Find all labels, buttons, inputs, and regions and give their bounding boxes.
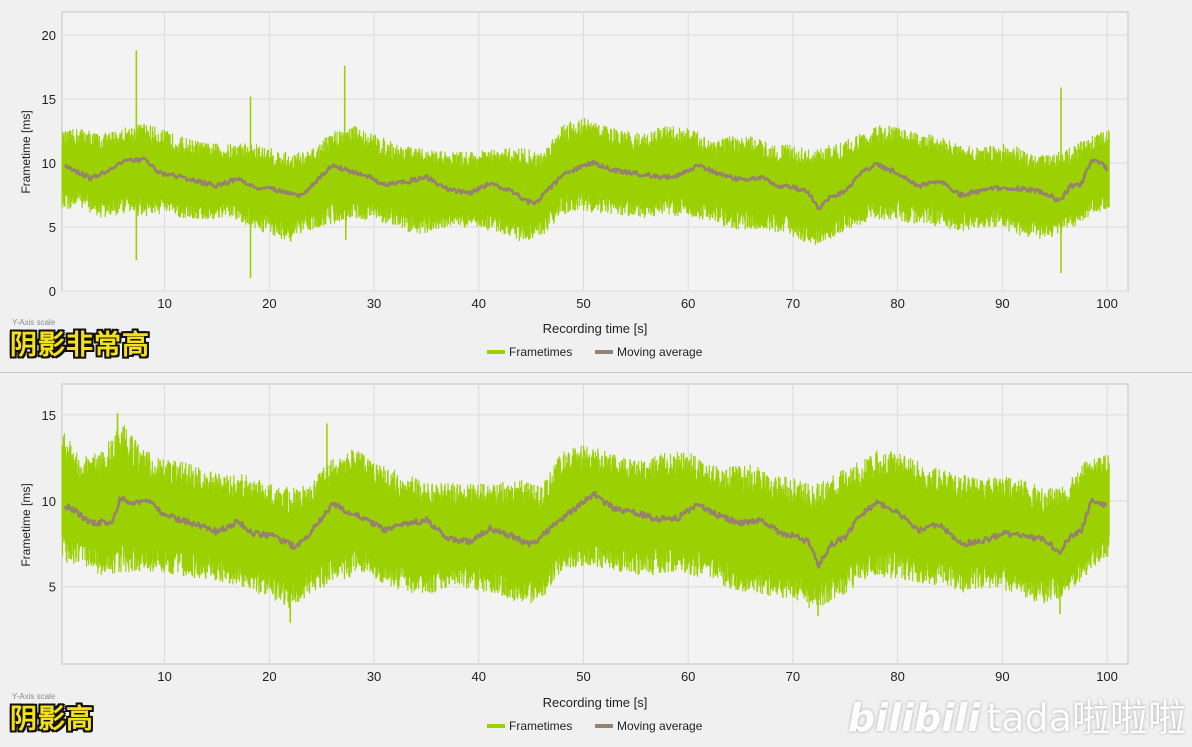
frametimes-series	[61, 117, 1110, 246]
y-tick-label: 5	[49, 580, 56, 595]
x-tick-label: 30	[367, 296, 381, 311]
y-tick-label: 15	[42, 408, 56, 423]
x-tick-label: 20	[262, 296, 276, 311]
x-tick-label: 90	[995, 296, 1009, 311]
x-tick-label: 60	[681, 296, 695, 311]
legend-frametimes-label: Frametimes	[509, 719, 572, 733]
x-axis-label: Recording time [s]	[543, 321, 648, 336]
legend-moving-average-label: Moving average	[617, 345, 703, 359]
y-tick-label: 10	[42, 494, 56, 509]
legend-moving-average-label: Moving average	[617, 719, 703, 733]
x-tick-label: 70	[786, 669, 800, 684]
moving-average-series	[63, 490, 1108, 569]
y-tick-label: 10	[42, 156, 56, 171]
x-tick-label: 80	[890, 669, 904, 684]
y-axis-label: Frametime [ms]	[19, 110, 33, 193]
frametime-chart-top: 10 20 30 40 50 60 70 80 90 100 0 5 10 15 20 Recording t…	[19, 11, 1129, 359]
x-tick-label: 40	[472, 296, 486, 311]
x-tick-label: 40	[472, 669, 486, 684]
x-tick-label: 80	[890, 296, 904, 311]
frametimes-series	[61, 425, 1110, 608]
y-axis-scale-caption: Y-Axis scale	[12, 692, 56, 701]
x-tick-label: 50	[576, 296, 590, 311]
y-tick-label: 15	[42, 92, 56, 107]
legend-frametimes-label: Frametimes	[509, 345, 572, 359]
x-tick-label: 30	[367, 669, 381, 684]
y-axis-label: Frametime [ms]	[19, 483, 33, 566]
x-tick-label: 90	[995, 669, 1009, 684]
x-tick-label: 50	[576, 669, 590, 684]
bilibili-logo: bilibili	[847, 696, 981, 740]
x-tick-label: 100	[1096, 296, 1118, 311]
moving-average-series	[63, 156, 1109, 211]
x-tick-label: 100	[1096, 669, 1118, 684]
shadow-setting-label-very-high: 阴影非常高	[10, 330, 150, 361]
watermark-author: tada啦啦啦	[986, 696, 1186, 740]
x-tick-label: 60	[681, 669, 695, 684]
y-tick-label: 20	[42, 28, 56, 43]
bilibili-watermark: bilibili tada啦啦啦	[848, 687, 1186, 742]
y-tick-label: 5	[49, 220, 56, 235]
frametime-chart-bottom: 10 20 30 40 50 60 70 80 90 100 5 10 15 Recording time…	[19, 383, 1129, 733]
x-tick-label: 70	[786, 296, 800, 311]
x-tick-label: 20	[262, 669, 276, 684]
x-axis-label: Recording time [s]	[543, 695, 648, 710]
shadow-setting-label-high: 阴影高	[10, 704, 94, 735]
y-tick-label: 0	[49, 284, 56, 299]
x-tick-label: 10	[157, 296, 171, 311]
x-tick-label: 10	[157, 669, 171, 684]
chart-panel-bottom: 10 20 30 40 50 60 70 80 90 100 5 10 15 Recording time…	[0, 372, 1192, 747]
chart-panel-top: 10 20 30 40 50 60 70 80 90 100 0 5 10 15 20 Recording t…	[0, 0, 1192, 372]
y-axis-scale-caption: Y-Axis scale	[12, 318, 56, 327]
